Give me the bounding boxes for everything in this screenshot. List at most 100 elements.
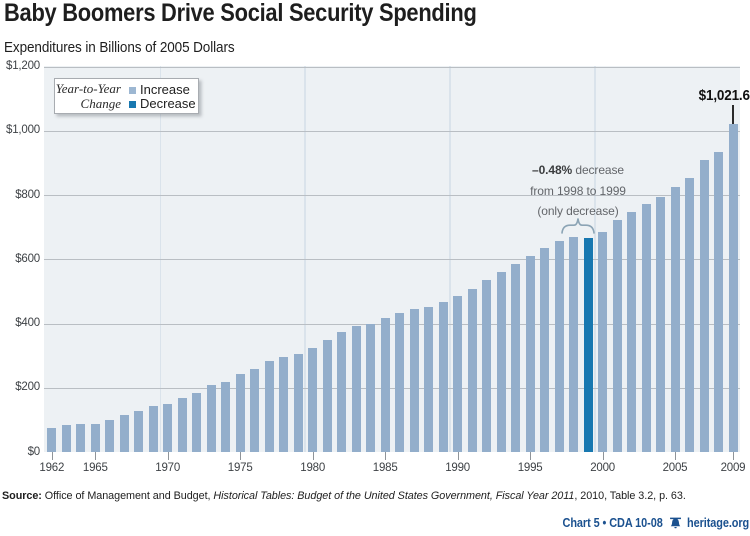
bar-2006 (685, 177, 694, 452)
decade-gridline-1969 (159, 66, 161, 452)
bar-2009 (728, 123, 738, 452)
bar-1978 (279, 357, 289, 452)
x-axis-tick-1995 (530, 452, 532, 460)
source-note: Source: Office of Management and Budget,… (2, 490, 686, 502)
bar-1969 (148, 405, 158, 452)
bar-1995 (525, 255, 535, 452)
decrease-annotation-bold: –0.48% (532, 163, 573, 177)
bar-1967 (119, 415, 129, 452)
legend-item-increase-label: Increase (140, 82, 190, 97)
bar-2001 (612, 220, 622, 452)
x-axis-label-1995: 1995 (517, 462, 543, 474)
bar-1983 (351, 325, 361, 452)
y-axis-label-1000: $1,000 (6, 124, 40, 137)
bar-1963 (61, 425, 71, 452)
x-axis-tick-1970 (167, 452, 169, 460)
legend-title: Year-to-Year Change (55, 81, 121, 111)
bar-1971 (177, 397, 187, 452)
legend-item-decrease: Decrease (129, 97, 209, 110)
bar-1975 (235, 374, 245, 452)
bar-1964 (76, 424, 86, 452)
x-axis-label-1980: 1980 (300, 462, 326, 474)
bar-1992 (482, 279, 492, 452)
x-axis-tick-2000 (602, 452, 604, 460)
gridline-800 (44, 195, 740, 196)
x-axis-label-2005: 2005 (662, 462, 688, 474)
bar-1979 (293, 353, 303, 452)
x-axis-label-1965: 1965 (82, 462, 108, 474)
source-normal2: , 2010, Table 3.2, p. 63. (574, 490, 686, 502)
y-axis-label-200: $200 (15, 381, 40, 394)
peak-value-label: $1,021.6 (698, 87, 750, 104)
bar-1966 (105, 419, 115, 452)
x-axis-tick-2009 (733, 452, 734, 460)
decrease-annotation-line2: from 1998 to 1999 (530, 183, 626, 198)
source-italic: Historical Tables: Budget of the United … (213, 490, 575, 502)
x-axis-label-1962: 1962 (39, 462, 65, 474)
bar-1973 (206, 385, 216, 452)
y-axis-label-1200: $1,200 (6, 60, 40, 72)
bar-1977 (264, 361, 274, 452)
bar-1997 (554, 240, 564, 452)
bar-1996 (540, 248, 550, 452)
bar-1962 (47, 427, 57, 452)
decrease-swatch-icon (129, 101, 136, 108)
bar-1982 (337, 332, 347, 452)
bar-1974 (221, 381, 231, 452)
bar-1970 (163, 403, 173, 452)
chart-subtitle: Expenditures in Billions of 2005 Dollars (4, 39, 235, 56)
bar-2007 (699, 160, 709, 452)
x-axis-label-1985: 1985 (372, 462, 398, 474)
x-axis-tick-2005 (675, 452, 676, 460)
decrease-annotation-line1: decrease (572, 163, 624, 177)
bar-2008 (714, 151, 723, 452)
decade-gridline-1999 (594, 66, 596, 452)
x-axis-tick-1965 (95, 452, 97, 460)
bar-1990 (453, 295, 463, 452)
bar-1976 (250, 368, 260, 452)
bar-1980 (308, 348, 318, 452)
bar-1965 (90, 423, 100, 452)
gridline-1200 (44, 66, 740, 68)
bar-1989 (438, 302, 448, 452)
bar-1993 (496, 271, 506, 452)
gridline-200 (44, 387, 740, 389)
decade-gridline-1989 (449, 66, 451, 452)
source-normal1: Office of Management and Budget, (41, 490, 214, 502)
gridline-400 (44, 323, 740, 325)
legend-box: Year-to-Year Change Increase Decrease (54, 78, 199, 114)
footer-credit: Chart 5 • CDA 10-08 heritage.org (562, 515, 749, 530)
legend-title-line1: Year-to-Year (55, 81, 121, 96)
bar-2002 (627, 211, 636, 452)
x-axis-label-1970: 1970 (155, 462, 181, 474)
decrease-annotation: –0.48% decrease from 1998 to 1999 (only … (468, 160, 688, 222)
y-axis-label-0: $0 (27, 445, 41, 458)
bar-2005 (670, 186, 680, 452)
x-axis-tick-1962 (51, 452, 53, 460)
bar-1998 (569, 236, 579, 452)
brace-icon (561, 218, 595, 234)
x-axis-label-1990: 1990 (445, 462, 470, 474)
x-axis-label-1975: 1975 (227, 462, 253, 474)
x-axis-tick-1990 (457, 452, 459, 460)
x-axis-tick-1985 (385, 452, 387, 460)
bar-1972 (192, 393, 202, 452)
gridline-1000 (44, 130, 740, 132)
increase-swatch-icon (129, 87, 136, 94)
legend-item-decrease-label: Decrease (140, 96, 196, 111)
bar-2000 (598, 231, 608, 452)
x-axis-label-2009: 2009 (720, 462, 746, 474)
gridline-600 (44, 259, 740, 261)
bar-2003 (641, 203, 651, 452)
bar-1981 (322, 339, 332, 452)
site-link[interactable]: heritage.org (686, 515, 749, 530)
y-axis-label-400: $400 (15, 317, 40, 329)
source-prefix: Source: (2, 490, 42, 502)
legend-item-increase: Increase (129, 83, 209, 96)
bar-1984 (366, 324, 376, 452)
legend-title-line2: Change (80, 96, 121, 111)
decade-gridline-1979 (304, 66, 306, 452)
bar-1987 (409, 309, 419, 452)
x-axis-tick-1975 (240, 452, 242, 460)
